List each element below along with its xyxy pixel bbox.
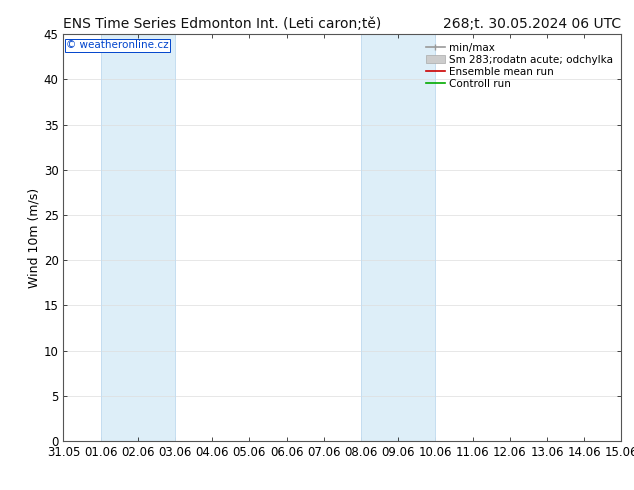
Text: 268;t. 30.05.2024 06 UTC: 268;t. 30.05.2024 06 UTC [443, 17, 621, 31]
Bar [101, 34, 175, 441]
Text: ENS Time Series Edmonton Int. (Leti caron;tě): ENS Time Series Edmonton Int. (Leti caro… [63, 17, 382, 31]
Legend: min/max, Sm 283;rodatn acute; odchylka, Ensemble mean run, Controll run: min/max, Sm 283;rodatn acute; odchylka, … [423, 40, 616, 92]
Y-axis label: Wind 10m (m/s): Wind 10m (m/s) [28, 188, 41, 288]
Bar [361, 34, 436, 441]
Text: © weatheronline.cz: © weatheronline.cz [66, 40, 169, 50]
